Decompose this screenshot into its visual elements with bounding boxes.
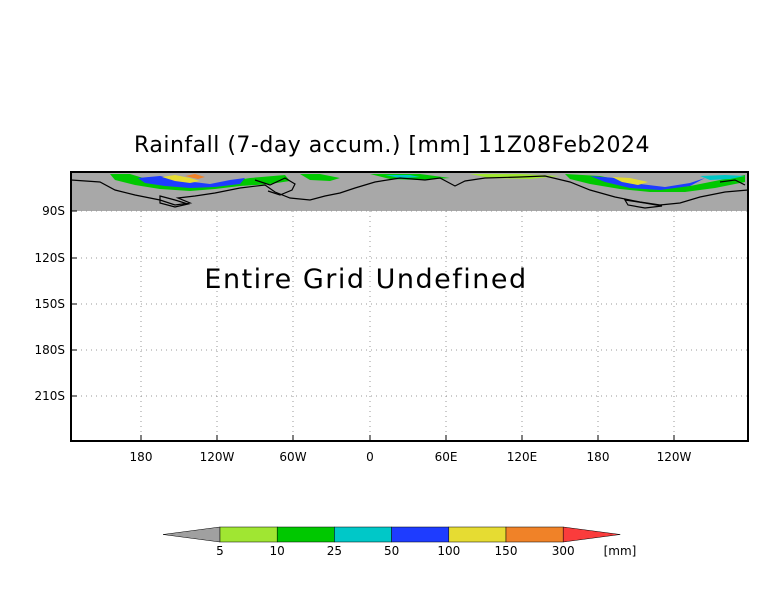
- y-tick-label: 150S: [34, 297, 65, 311]
- y-tick-label: 210S: [34, 389, 65, 403]
- x-tick-label: 180: [587, 450, 610, 464]
- colorbar-segment: [334, 526, 392, 543]
- x-tick-label: 120W: [657, 450, 692, 464]
- y-tick-label: 180S: [34, 343, 65, 357]
- colorbar-level-label: 5: [216, 544, 224, 558]
- x-tick-label: 60E: [435, 450, 458, 464]
- colorbar-level-label: 150: [495, 544, 518, 558]
- colorbar-level-label: 50: [384, 544, 399, 558]
- grid-lines: [71, 210, 748, 441]
- colorbar-segment: [505, 526, 564, 543]
- colorbar-segment: [448, 526, 507, 543]
- colorbar-arrow-right: [562, 526, 621, 543]
- y-axis: 90S 120S 150S 180S 210S: [34, 204, 77, 403]
- y-tick-label: 90S: [42, 204, 65, 218]
- coastline: [70, 175, 749, 209]
- colorbar-segment: [391, 526, 450, 543]
- chart-title: Rainfall (7-day accum.) [mm] 11Z08Feb202…: [134, 133, 650, 158]
- x-axis: 180 120W 60W 0 60E 120E 180 120W: [130, 435, 692, 464]
- plot-area: [70, 171, 749, 442]
- x-tick-label: 120W: [200, 450, 235, 464]
- x-tick-label: 180: [130, 450, 153, 464]
- x-tick-label: 60W: [279, 450, 306, 464]
- colorbar-arrow-left: [162, 526, 221, 543]
- colorbar: 5 10 25 50 100 150 300 [mm]: [162, 526, 637, 558]
- rainfall-blobs: [110, 174, 745, 192]
- colorbar-level-label: 300: [552, 544, 575, 558]
- colorbar-unit-label: [mm]: [604, 544, 637, 558]
- colorbar-segment: [276, 526, 335, 543]
- colorbar-level-label: 25: [327, 544, 342, 558]
- y-tick-label: 120S: [34, 251, 65, 265]
- colorbar-segment: [219, 526, 278, 543]
- x-tick-label: 0: [366, 450, 374, 464]
- x-tick-label: 120E: [507, 450, 538, 464]
- plot-frame: [70, 171, 749, 442]
- colorbar-level-label: 10: [270, 544, 285, 558]
- undefined-message: Entire Grid Undefined: [204, 264, 527, 295]
- colorbar-level-label: 100: [437, 544, 460, 558]
